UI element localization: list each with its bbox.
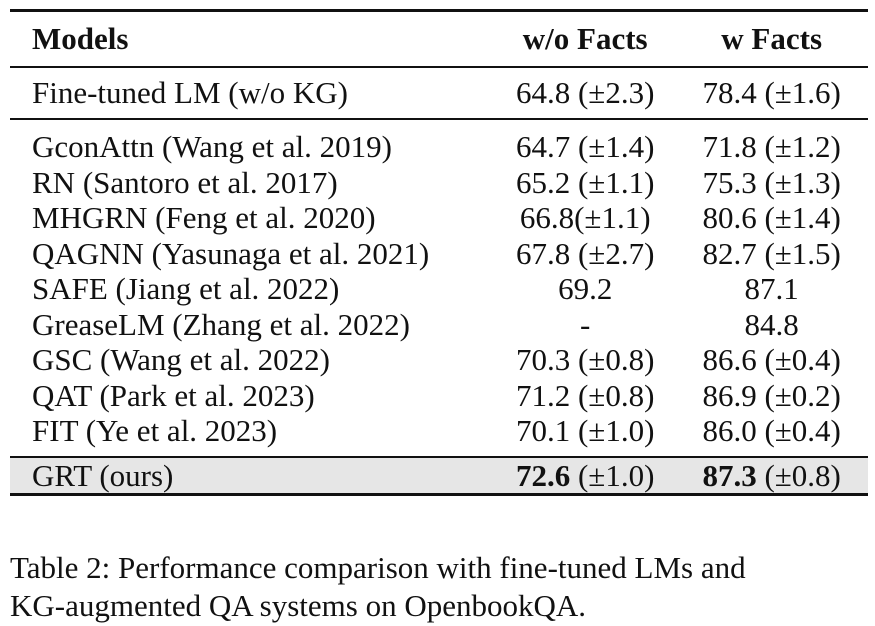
table-row: SAFE (Jiang et al. 2022) 69.2 87.1 xyxy=(10,271,868,307)
header-wo-facts: w/o Facts xyxy=(522,21,648,57)
cell-wo-facts: 65.2 (±1.1) xyxy=(515,164,655,200)
cell-model: GSC (Wang et al. 2022) xyxy=(32,342,330,377)
cell-model: RN (Santoro et al. 2017) xyxy=(32,164,338,200)
header-models: Models xyxy=(32,21,129,57)
cell-model: QAGNN (Yasunaga et al. 2021) xyxy=(32,235,430,271)
results-table: Models w/o Facts w Facts Fine-tuned LM (… xyxy=(10,9,868,496)
cell-model: GreaseLM (Zhang et al. 2022) xyxy=(32,306,410,342)
caption-line-2: KG-augmented QA systems on OpenbookQA. xyxy=(10,588,587,623)
header-w-facts: w Facts xyxy=(721,21,823,57)
table-row: MHGRN (Feng et al. 2020) 66.8(±1.1) 80.6… xyxy=(10,200,868,236)
cell-wo-facts: 69.2 xyxy=(558,271,613,306)
cell-wo-facts: 70.1 (±1.0) xyxy=(515,413,655,448)
cell-w-facts: 86.9 (±0.2) xyxy=(702,377,841,413)
std-wo-facts: (±1.0) xyxy=(570,457,655,493)
cell-wo-facts: 71.2 (±0.8) xyxy=(515,377,655,413)
cell-wo-facts: 64.7 (±1.4) xyxy=(515,129,655,164)
table-row: RN (Santoro et al. 2017) 65.2 (±1.1) 75.… xyxy=(10,165,868,201)
results-table-container: Models w/o Facts w Facts Fine-tuned LM (… xyxy=(10,9,868,496)
table-row: GSC (Wang et al. 2022) 70.3 (±0.8) 86.6 … xyxy=(10,342,868,378)
cell-wo-facts: 72.6 (±1.0) xyxy=(495,456,676,495)
cell-w-facts: 84.8 xyxy=(744,306,799,342)
cell-model: Fine-tuned LM (w/o KG) xyxy=(32,75,348,111)
cell-w-facts: 80.6 (±1.4) xyxy=(702,200,841,235)
table-caption: Table 2: Performance comparison with fin… xyxy=(10,549,875,625)
caption-line-1: Table 2: Performance comparison with fin… xyxy=(10,550,746,585)
cell-w-facts: 87.1 xyxy=(744,271,799,306)
cell-wo-facts: 67.8 (±2.7) xyxy=(515,235,655,271)
cell-wo-facts: 70.3 (±0.8) xyxy=(515,342,655,377)
cell-model: GRT (ours) xyxy=(10,456,496,495)
cell-model: MHGRN (Feng et al. 2020) xyxy=(32,200,376,235)
std-w-facts: (±0.8) xyxy=(756,457,841,493)
section-divider xyxy=(10,119,868,129)
cell-model: QAT (Park et al. 2023) xyxy=(32,377,315,413)
cell-w-facts: 86.0 (±0.4) xyxy=(702,413,841,448)
cell-w-facts: 71.8 (±1.2) xyxy=(702,129,841,164)
cell-w-facts: 86.6 (±0.4) xyxy=(702,342,841,377)
cell-w-facts: 82.7 (±1.5) xyxy=(702,235,841,271)
table-header-row: Models w/o Facts w Facts xyxy=(10,10,868,68)
table-row-ours: GRT (ours) 72.6 (±1.0) 87.3 (±0.8) xyxy=(10,456,868,495)
table-row: FIT (Ye et al. 2023) 70.1 (±1.0) 86.0 (±… xyxy=(10,413,868,449)
cell-wo-facts: 66.8(±1.1) xyxy=(519,200,651,235)
table-row-finetuned: Fine-tuned LM (w/o KG) 64.8 (±2.3) 78.4 … xyxy=(10,67,868,119)
cell-w-facts: 78.4 (±1.6) xyxy=(702,75,841,111)
cell-w-facts: 87.3 (±0.8) xyxy=(675,456,868,495)
cell-wo-facts: 64.8 (±2.3) xyxy=(515,75,655,111)
section-divider-gap xyxy=(10,449,868,457)
cell-model: GconAttn (Wang et al. 2019) xyxy=(32,129,392,164)
table-row: GconAttn (Wang et al. 2019) 64.7 (±1.4) … xyxy=(10,129,868,165)
table-row: QAGNN (Yasunaga et al. 2021) 67.8 (±2.7)… xyxy=(10,236,868,272)
best-score-w-facts: 87.3 xyxy=(702,457,757,493)
table-row: GreaseLM (Zhang et al. 2022) - 84.8 xyxy=(10,307,868,343)
cell-w-facts: 75.3 (±1.3) xyxy=(702,164,841,200)
cell-model: FIT (Ye et al. 2023) xyxy=(32,413,278,448)
table-row: QAT (Park et al. 2023) 71.2 (±0.8) 86.9 … xyxy=(10,378,868,414)
cell-model: SAFE (Jiang et al. 2022) xyxy=(32,271,340,306)
best-score-wo-facts: 72.6 xyxy=(515,457,571,493)
cell-wo-facts: - xyxy=(580,306,591,342)
